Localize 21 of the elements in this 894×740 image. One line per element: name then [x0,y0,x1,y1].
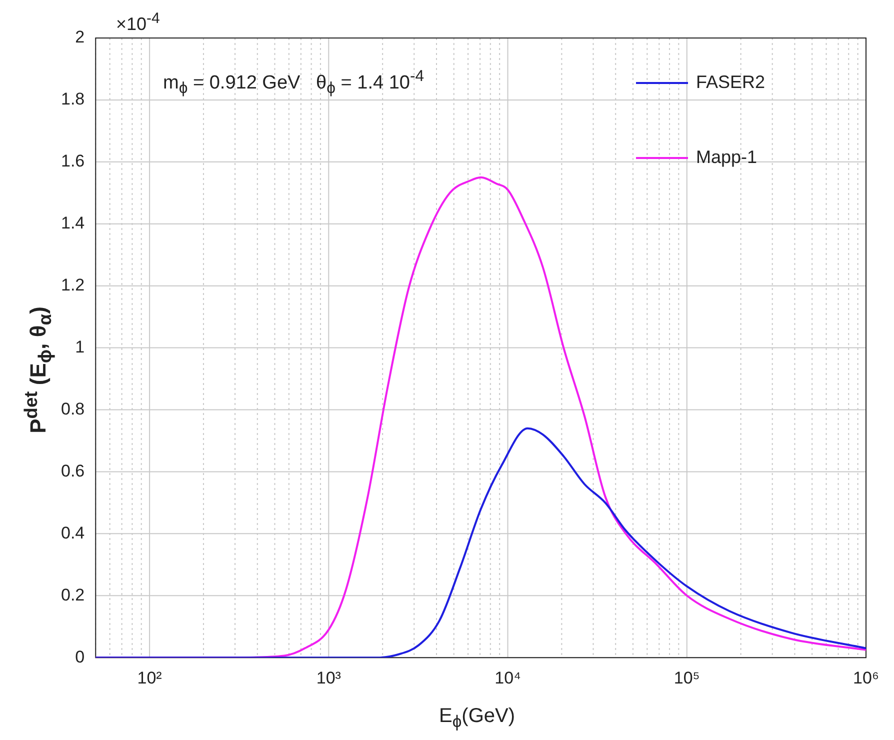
x-axis-title: E$_{ϕ}$(GeV) [438,705,516,732]
x-tick-label: 10⁶ [853,668,879,688]
x-tick-label: 10⁵ [674,668,700,688]
x-tick-label: 10³ [316,668,342,688]
y-tick-label: 1.6 [60,152,85,171]
y-tick-label: 0 [75,647,85,666]
legend-label: FASER2 [696,72,766,92]
y-tick-label: 1.4 [60,214,85,233]
annotation: m$_{ϕ}$ = 0.912 GeV θ$_{ϕ}$ = 1.4 10$^{-4}$ [163,68,424,98]
y-tick-label: 2 [75,28,85,47]
y-tick-label: 0.2 [60,585,85,604]
legend-label: Mapp-1 [696,146,758,167]
y-tick-label: 1 [75,337,85,356]
y-tick-label: 0.8 [60,399,85,418]
x-tick-label: 10² [137,668,162,688]
text: ×10$^{-4}$ [116,10,160,35]
x-tick-label: 10⁴ [494,668,521,688]
y-tick-label: 1.8 [60,90,85,109]
y-tick-label: 0.6 [60,461,85,480]
y-tick-label: 0.4 [60,523,85,542]
y-tick-label: 1.2 [60,276,85,295]
